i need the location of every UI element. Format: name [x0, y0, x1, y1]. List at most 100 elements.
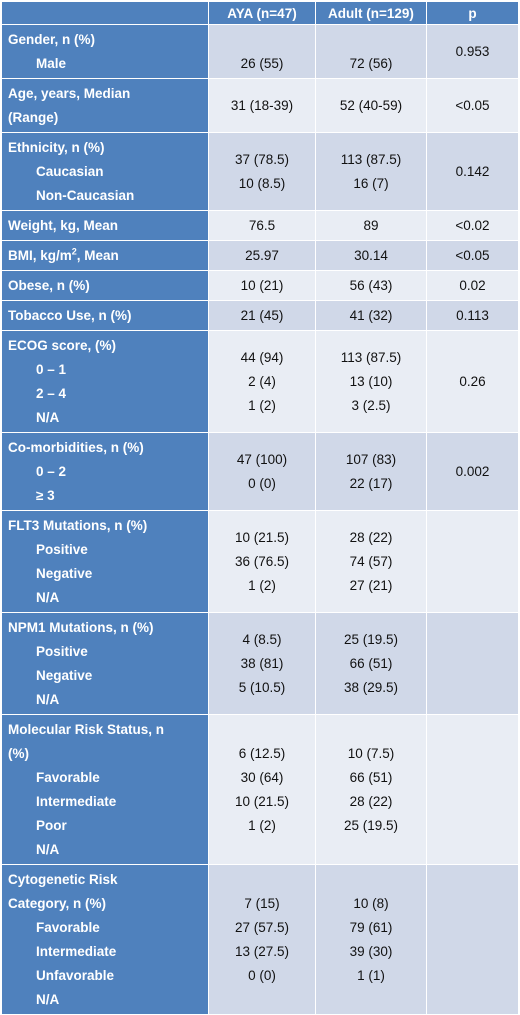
cell-aya: 47 (100) 0 (0): [208, 432, 316, 511]
cell-value: 25.97: [245, 247, 279, 263]
cell-aya: 26 (55): [208, 24, 316, 79]
cell-value: 47 (100): [236, 451, 288, 467]
p-value: 0.26: [459, 373, 486, 389]
row-label-line: BMI, kg/m2, Mean: [8, 244, 204, 268]
cell-value: 30 (64): [240, 769, 284, 785]
row-label-gender: Gender, n (%) Male: [1, 24, 209, 79]
row-label-obese: Obese, n (%): [1, 270, 209, 301]
cell-aya: 10 (21): [208, 270, 316, 301]
p-value: 0.953: [455, 43, 490, 59]
row-label-line: ECOG score, (%): [8, 338, 117, 353]
row-sublabel: Caucasian: [36, 164, 104, 179]
row-label-line: Molecular Risk Status, n: [8, 722, 165, 737]
cell-value: 89: [363, 217, 379, 233]
cell-value: 31 (18-39): [230, 97, 294, 113]
table-row-molecular: Molecular Risk Status, n (%) Favorable Inte…: [1, 714, 519, 865]
cell-value: 1 (2): [248, 577, 276, 593]
cell-aya: 76.5: [208, 210, 316, 241]
row-label-superscript: 2: [71, 246, 77, 257]
cell-p-value: <0.05: [426, 78, 519, 133]
p-value: [429, 778, 516, 802]
row-sublabel: 2 – 4: [36, 386, 67, 401]
table-row-bmi: BMI, kg/m2, Mean 25.97 30.14 <0.05: [1, 240, 519, 271]
row-label-line: Age, years, Median: [8, 86, 131, 101]
cell-value: 3 (2.5): [351, 397, 391, 413]
cell-value: 0 (0): [248, 967, 276, 983]
header-blank: [1, 1, 209, 25]
row-label-cyto: Cytogenetic Risk Category, n (%) Favorable…: [1, 864, 209, 1015]
cell-value: 1 (1): [357, 967, 385, 983]
table-row-npm1: NPM1 Mutations, n (%) Positive Negative N/A…: [1, 612, 519, 715]
cell-value: 10 (8): [353, 895, 389, 911]
row-sublabel: Negative: [36, 566, 93, 581]
row-label-ethnicity: Ethnicity, n (%) Caucasian Non-Caucasian: [1, 132, 209, 211]
row-sublabel: N/A: [36, 410, 60, 425]
row-label-line: Obese, n (%): [8, 278, 90, 293]
cell-adult: 28 (22) 74 (57) 27 (21): [315, 510, 427, 613]
cell-p-value: [426, 510, 519, 613]
cell-adult: 10 (8) 79 (61) 39 (30) 1 (1): [315, 864, 427, 1015]
header-aya: AYA (n=47): [208, 1, 316, 25]
row-label-line: Cytogenetic Risk: [8, 872, 118, 887]
cell-p-value: 0.953: [426, 24, 519, 79]
p-value: 0.02: [459, 277, 486, 293]
row-label-ecog: ECOG score, (%) 0 – 1 2 – 4 N/A: [1, 330, 209, 433]
cell-aya: 6 (12.5) 30 (64) 10 (21.5) 1 (2): [208, 714, 316, 865]
cell-value: 13 (10): [349, 373, 393, 389]
cell-value: 72 (56): [349, 55, 393, 71]
row-sublabel: ≥ 3: [36, 488, 55, 503]
cell-value: 25 (19.5): [343, 817, 399, 833]
cell-adult: 107 (83) 22 (17): [315, 432, 427, 511]
p-value: <0.02: [455, 217, 490, 233]
cell-value: 2 (4): [248, 373, 276, 389]
p-value: [429, 550, 516, 574]
cell-aya: 4 (8.5) 38 (81) 5 (10.5): [208, 612, 316, 715]
row-label-line: Weight, kg, Mean: [8, 218, 119, 233]
cell-adult: 72 (56): [315, 24, 427, 79]
cell-p-value: [426, 714, 519, 865]
row-label-line: Co-morbidities, n (%): [8, 440, 144, 455]
p-value: 0.142: [455, 163, 490, 179]
cell-value: 37 (78.5): [234, 151, 290, 167]
table-row-comorb: Co-morbidities, n (%) 0 – 2 ≥ 3 47 (100) 0 (…: [1, 432, 519, 511]
cell-value: 5 (10.5): [238, 679, 286, 695]
cell-value: 6 (12.5): [238, 745, 286, 761]
row-label-npm1: NPM1 Mutations, n (%) Positive Negative N/A: [1, 612, 209, 715]
row-sublabel: Poor: [36, 818, 67, 833]
row-label-tobacco: Tobacco Use, n (%): [1, 300, 209, 331]
cell-value: 10 (21): [240, 277, 284, 293]
cell-p-value: 0.113: [426, 300, 519, 331]
cell-value: 76.5: [248, 217, 276, 233]
table-row-ethnicity: Ethnicity, n (%) Caucasian Non-Caucasian 37…: [1, 132, 519, 211]
cell-value: 10 (21.5): [234, 793, 290, 809]
row-sublabel: Favorable: [36, 920, 100, 935]
cell-value: 13 (27.5): [234, 943, 290, 959]
row-label-line: (Range): [8, 110, 59, 125]
cell-value: 44 (94): [240, 349, 284, 365]
cell-value: 66 (51): [349, 655, 393, 671]
cell-adult: 41 (32): [315, 300, 427, 331]
row-label-age: Age, years, Median (Range): [1, 78, 209, 133]
cell-value: 10 (8.5): [238, 175, 286, 191]
cell-p-value: 0.02: [426, 270, 519, 301]
row-label-line: Gender, n (%): [8, 32, 96, 47]
table-row-weight: Weight, kg, Mean 76.5 89 <0.02: [1, 210, 519, 241]
row-label-comorb: Co-morbidities, n (%) 0 – 2 ≥ 3: [1, 432, 209, 511]
cell-adult: 56 (43): [315, 270, 427, 301]
cell-value: 39 (30): [349, 943, 393, 959]
row-label-molecular: Molecular Risk Status, n (%) Favorable Inte…: [1, 714, 209, 865]
cell-value: 27 (21): [349, 577, 393, 593]
cell-value: 16 (7): [353, 175, 389, 191]
p-value: [429, 652, 516, 676]
row-label-text: BMI, kg/m: [8, 248, 72, 263]
p-value: [429, 928, 516, 952]
cell-aya: 10 (21.5) 36 (76.5) 1 (2): [208, 510, 316, 613]
cell-aya: 31 (18-39): [208, 78, 316, 133]
cell-value: 107 (83): [345, 451, 397, 467]
table-row-cyto: Cytogenetic Risk Category, n (%) Favorable…: [1, 864, 519, 1015]
cell-value: 25 (19.5): [343, 631, 399, 647]
cell-value: 79 (61): [349, 919, 393, 935]
cell-value: 30.14: [354, 247, 388, 263]
row-sublabel: 0 – 2: [36, 464, 67, 479]
